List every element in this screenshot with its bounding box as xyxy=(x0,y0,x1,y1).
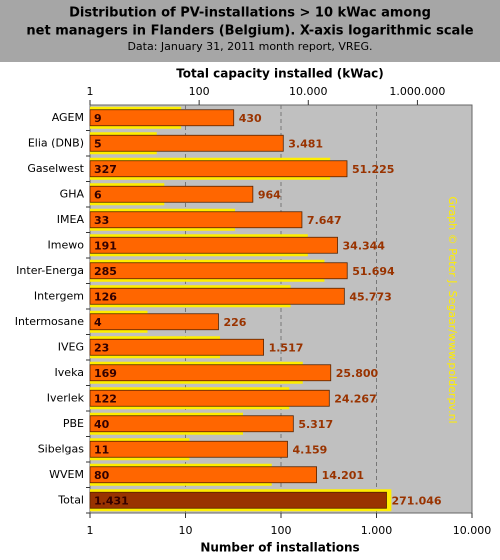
category-label: Total xyxy=(57,493,84,506)
capacity-bar xyxy=(89,185,254,203)
count-label: 6 xyxy=(94,188,102,201)
title-box xyxy=(0,0,500,62)
capacity-bar xyxy=(89,415,294,433)
capacity-bar xyxy=(89,262,348,280)
capacity-label: 7.647 xyxy=(307,214,342,227)
count-label: 11 xyxy=(94,443,109,456)
category-label: Imewo xyxy=(48,238,85,251)
capacity-label: 430 xyxy=(239,112,262,125)
x-tick-label: 10.000 xyxy=(453,524,492,537)
capacity-label: 226 xyxy=(223,316,246,329)
count-label: 5 xyxy=(94,137,102,150)
count-label: 191 xyxy=(94,239,117,252)
count-label: 122 xyxy=(94,392,117,405)
x-tick-label: 10 xyxy=(179,524,193,537)
x-tick-label: 1.000 xyxy=(361,524,393,537)
capacity-bar xyxy=(89,236,338,254)
capacity-label: 34.344 xyxy=(343,239,386,252)
category-label: Sibelgas xyxy=(38,442,85,455)
capacity-label: 14.201 xyxy=(322,469,364,482)
capacity-bar xyxy=(89,440,288,458)
category-label: Gaselwest xyxy=(27,162,84,175)
count-label: 169 xyxy=(94,367,117,380)
count-label: 4 xyxy=(94,316,102,329)
category-label: Intergem xyxy=(34,289,84,302)
chart-title: Distribution of PV-installations > 10 kW… xyxy=(69,6,431,21)
capacity-bar xyxy=(89,466,317,484)
x2-tick-label: 1 xyxy=(87,85,94,98)
x2-tick-label: 100 xyxy=(189,85,210,98)
category-label: PBE xyxy=(63,417,84,430)
category-label: Iverlek xyxy=(47,391,85,404)
capacity-bar xyxy=(89,109,235,127)
count-label: 327 xyxy=(94,163,117,176)
category-label: AGEM xyxy=(52,111,84,124)
chart-subtitle: Data: January 31, 2011 month report, VRE… xyxy=(127,40,372,53)
capacity-bar xyxy=(89,160,348,178)
category-label: IMEA xyxy=(57,213,85,226)
chart-title: net managers in Flanders (Belgium). X-ax… xyxy=(26,24,473,39)
capacity-bar xyxy=(89,364,332,382)
capacity-label: 51.225 xyxy=(352,163,394,176)
count-label: 33 xyxy=(94,214,109,227)
category-label: Inter-Energa xyxy=(16,264,84,277)
capacity-label: 45.773 xyxy=(349,290,391,303)
top-axis-title: Total capacity installed (kWac) xyxy=(176,67,384,81)
x2-tick-label: 10.000 xyxy=(289,85,328,98)
capacity-label: 271.046 xyxy=(391,494,441,507)
x-tick-label: 100 xyxy=(271,524,292,537)
count-label: 9 xyxy=(94,112,102,125)
count-label: 80 xyxy=(94,469,110,482)
capacity-bar xyxy=(89,313,219,331)
capacity-label: 4.159 xyxy=(292,443,327,456)
x-tick-label: 1 xyxy=(87,524,94,537)
capacity-bar xyxy=(89,338,264,356)
capacity-label: 1.517 xyxy=(269,341,304,354)
capacity-bar xyxy=(89,211,303,229)
capacity-bar xyxy=(89,389,330,407)
capacity-label: 3.481 xyxy=(288,137,323,150)
count-label: 285 xyxy=(94,265,117,278)
capacity-label: 25.800 xyxy=(336,367,379,380)
credit-annotation: Graph © Peter J. Segaar/www.polderpv.nl xyxy=(446,196,459,423)
category-label: Intermosane xyxy=(15,315,85,328)
capacity-bar xyxy=(89,134,284,152)
capacity-label: 24.267 xyxy=(334,392,376,405)
capacity-label: 51.694 xyxy=(352,265,395,278)
capacity-label: 964 xyxy=(258,188,281,201)
x2-tick-label: 1.000.000 xyxy=(389,85,445,98)
capacity-bar xyxy=(89,491,387,509)
category-label: Iveka xyxy=(55,366,84,379)
capacity-bar xyxy=(89,287,345,305)
capacity-label: 5.317 xyxy=(298,418,333,431)
count-label: 1.431 xyxy=(94,494,129,507)
category-label: Elia (DNB) xyxy=(28,136,84,149)
count-label: 23 xyxy=(94,341,109,354)
category-label: GHA xyxy=(60,187,85,200)
count-label: 126 xyxy=(94,290,117,303)
category-label: IVEG xyxy=(58,340,84,353)
bottom-axis-title: Number of installations xyxy=(200,541,359,555)
count-label: 40 xyxy=(94,418,110,431)
category-label: WVEM xyxy=(49,468,84,481)
